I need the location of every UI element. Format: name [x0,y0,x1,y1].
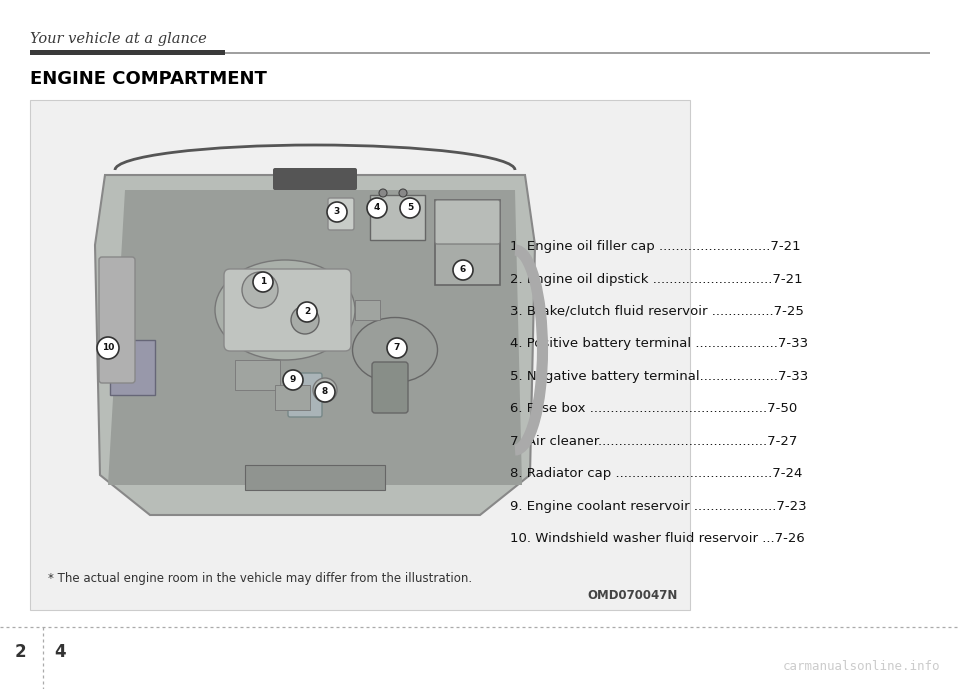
Text: 6. Fuse box ...........................................7-50: 6. Fuse box ............................… [510,402,797,415]
Polygon shape [95,175,535,515]
Circle shape [253,272,273,292]
Text: 9. Engine coolant reservoir ....................7-23: 9. Engine coolant reservoir ............… [510,500,806,513]
Text: 5. Negative battery terminal...................7-33: 5. Negative battery terminal............… [510,370,808,383]
Text: 1: 1 [260,278,266,287]
Text: 2: 2 [14,643,26,661]
FancyBboxPatch shape [372,362,408,413]
Text: carmanualsonline.info: carmanualsonline.info [782,660,940,673]
FancyBboxPatch shape [435,200,500,244]
Circle shape [399,189,407,197]
Circle shape [283,370,303,390]
Text: 2. Engine oil dipstick .............................7-21: 2. Engine oil dipstick .................… [510,273,803,285]
Text: OMD070047N: OMD070047N [588,589,678,602]
Text: 8: 8 [322,387,328,396]
Text: 4: 4 [373,203,380,212]
FancyBboxPatch shape [288,373,322,417]
Text: 9: 9 [290,376,297,384]
Bar [275,385,310,410]
Circle shape [327,202,347,222]
Text: 7: 7 [394,344,400,353]
Text: 7. Air cleaner.........................................7-27: 7. Air cleaner..........................… [510,435,798,448]
Text: 3: 3 [334,207,340,216]
Ellipse shape [215,260,355,360]
Text: 4: 4 [54,643,66,661]
Circle shape [453,260,473,280]
Bar [235,360,280,390]
Circle shape [387,338,407,358]
Bar [30,50,225,55]
Bar [245,465,385,490]
Bar [30,100,690,610]
Circle shape [400,198,420,218]
Text: * The actual engine room in the vehicle may differ from the illustration.: * The actual engine room in the vehicle … [48,572,472,585]
Bar [110,340,155,395]
Circle shape [297,302,317,322]
Circle shape [315,382,335,402]
Circle shape [242,272,278,308]
Text: 10. Windshield washer fluid reservoir ...7-26: 10. Windshield washer fluid reservoir ..… [510,533,804,546]
FancyBboxPatch shape [273,168,357,190]
Bar [355,300,380,320]
Bar [370,195,425,240]
Circle shape [367,198,387,218]
Text: 4. Positive battery terminal ....................7-33: 4. Positive battery terminal ...........… [510,338,808,351]
Polygon shape [108,190,522,485]
Text: 2: 2 [304,307,310,316]
Text: 6: 6 [460,265,467,274]
Circle shape [313,378,337,402]
Circle shape [97,337,119,359]
FancyBboxPatch shape [224,269,351,351]
FancyBboxPatch shape [328,198,354,230]
Text: Your vehicle at a glance: Your vehicle at a glance [30,32,206,46]
Circle shape [291,306,319,334]
Ellipse shape [352,318,438,382]
Bar [225,52,930,54]
Text: 10: 10 [102,344,114,353]
Circle shape [379,189,387,197]
Bar [435,200,500,285]
FancyBboxPatch shape [99,257,135,383]
Text: 3. Brake/clutch fluid reservoir ...............7-25: 3. Brake/clutch fluid reservoir ........… [510,305,804,318]
Text: 1. Engine oil filler cap ...........................7-21: 1. Engine oil filler cap ...............… [510,240,801,253]
Text: 5: 5 [407,203,413,212]
Text: ENGINE COMPARTMENT: ENGINE COMPARTMENT [30,70,267,88]
Text: 8. Radiator cap ......................................7-24: 8. Radiator cap ........................… [510,468,803,480]
